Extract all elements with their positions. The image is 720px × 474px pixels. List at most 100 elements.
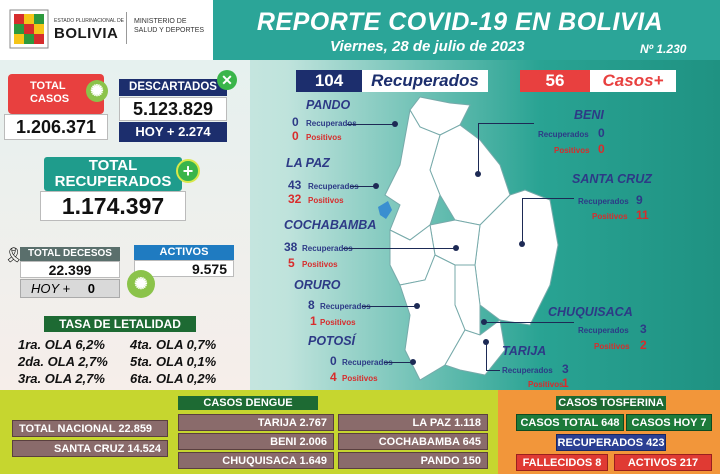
recuperados-label: Recuperados — [578, 197, 629, 206]
dept-pando-positivos: 0 — [292, 129, 299, 143]
ministry-line1: MINISTERIO DE — [134, 18, 187, 25]
dept-chuquisaca-positivos: 2 — [640, 338, 647, 352]
oruro-marker — [414, 303, 420, 309]
positivos-label: Positivos — [308, 196, 344, 205]
activos-value: 9.575 — [134, 260, 234, 277]
dengue-title: CASOS DENGUE — [178, 396, 318, 410]
tos-recuperados-value: 423 — [646, 437, 665, 449]
tos-fallecidos: FALLECIDOS 8 — [516, 454, 608, 471]
recuperados-label: Recuperados — [578, 326, 629, 335]
recuperados-label: Recuperados — [302, 244, 353, 253]
dept-potosi-recuperados: 0 — [330, 354, 337, 368]
positivos-label: Positivos — [320, 318, 356, 327]
tos-activos: ACTIVOS 217 — [614, 454, 712, 471]
bolivia-logo: ESTADO PLURINACIONAL DE BOLIVIA — [8, 8, 128, 54]
dept-beni-positivos: 0 — [598, 142, 605, 156]
total-recuperados-label: TOTAL RECUPERADOS — [44, 157, 182, 191]
beni-marker — [475, 171, 481, 177]
daily-casos-num: 56 — [520, 70, 590, 92]
dept-oruro-recuperados: 8 — [308, 298, 315, 312]
recuperados-label: Recuperados — [538, 130, 589, 139]
dept-beni-recuperados: 0 — [598, 126, 605, 140]
daily-recuperados-label: Recuperados — [362, 70, 488, 92]
dept-santacruz-name: SANTA CRUZ — [572, 172, 652, 186]
dengue-chuquisaca: CHUQUISACA 1.649 — [178, 452, 334, 469]
bolivia-map — [378, 96, 559, 381]
leader-line — [486, 370, 500, 371]
tos-hoy-label: CASOS HOY — [631, 417, 698, 429]
positivos-label: Positivos — [302, 260, 338, 269]
dept-lapaz-recuperados: 43 — [288, 178, 302, 192]
cochabamba-marker — [453, 245, 459, 251]
dengue-santa-cruz: SANTA CRUZ 14.524 — [12, 440, 168, 457]
positivos-label: Positivos — [528, 380, 564, 389]
leader-line — [478, 123, 534, 124]
dept-lapaz-positivos: 32 — [288, 192, 302, 206]
dept-oruro-name: ORURO — [294, 278, 341, 292]
report-number: Nº 1.230 — [640, 42, 687, 56]
leader-line — [347, 124, 394, 125]
daily-recuperados-num: 104 — [296, 70, 362, 92]
logo-line1: ESTADO PLURINACIONAL DE — [54, 18, 125, 24]
leader-line — [478, 123, 479, 173]
potosi-marker — [410, 359, 416, 365]
leader-line — [343, 248, 455, 249]
dept-potosi-name: POTOSÍ — [308, 334, 356, 348]
dengue-beni: BENI 2.006 — [178, 433, 334, 450]
tos-hoy-value: 7 — [700, 417, 707, 429]
header-banner — [213, 0, 720, 60]
virus-icon-2: ✺ — [127, 270, 155, 298]
dept-pando-name: PANDO — [306, 98, 351, 112]
mourning-ribbon-icon: 🎗 — [4, 247, 24, 264]
tos-total-value: 648 — [601, 417, 620, 429]
descartados-hoy: HOY + 2.274 — [119, 122, 227, 142]
activos-label: ACTIVOS — [134, 245, 234, 260]
letalidad-row: 2da. OLA 2,7% — [18, 354, 108, 369]
descartados-value: 5.123.829 — [119, 97, 227, 121]
tos-recuperados: RECUPERADOS 423 — [556, 434, 666, 451]
leader-line — [384, 362, 412, 363]
dept-tarija-recuperados: 3 — [562, 362, 569, 376]
positivos-label: Positivos — [342, 374, 378, 383]
letalidad-row: 3ra. OLA 2,7% — [18, 371, 105, 386]
dept-lapaz-name: LA PAZ — [286, 156, 330, 170]
lapaz-marker — [373, 183, 379, 189]
letalidad-col-a: 1ra. OLA 6,2% 2da. OLA 2,7% 3ra. OLA 2,7… — [18, 336, 108, 387]
lake-titicaca-icon — [378, 201, 392, 219]
dept-pando-recuperados: 0 — [292, 115, 299, 129]
total-casos-value: 1.206.371 — [4, 114, 108, 140]
logo-divider — [126, 12, 127, 44]
plus-icon: + — [176, 159, 200, 183]
pando-marker — [392, 121, 398, 127]
decesos-hoy-label: HOY + — [31, 281, 71, 296]
recuperados-label: Recuperados — [502, 366, 553, 375]
letalidad-row: 6ta. OLA 0,2% — [130, 371, 217, 386]
letalidad-col-b: 4ta. OLA 0,7% 5ta. OLA 0,1% 6ta. OLA 0,2… — [130, 336, 216, 387]
leader-line — [522, 198, 574, 199]
tos-total: CASOS TOTAL 648 — [516, 414, 624, 431]
dept-beni-name: BENI — [574, 108, 604, 122]
positivos-label: Positivos — [306, 133, 342, 142]
ministry-text: MINISTERIO DE SALUD Y DEPORTES — [134, 17, 204, 35]
letalidad-title: TASA DE LETALIDAD — [44, 316, 196, 332]
positivos-label: Positivos — [554, 146, 590, 155]
recuperados-label: Recuperados — [320, 302, 371, 311]
logo-line2: BOLIVIA — [54, 25, 119, 42]
page-title: REPORTE COVID-19 EN BOLIVIA — [256, 8, 664, 36]
dept-potosi-positivos: 4 — [330, 370, 337, 384]
dept-cochabamba-positivos: 5 — [288, 256, 295, 270]
tos-hoy: CASOS HOY 7 — [626, 414, 712, 431]
dept-tarija-name: TARIJA — [502, 344, 547, 358]
shield-emblem-icon — [9, 9, 49, 49]
tos-activos-label: ACTIVOS — [627, 457, 677, 469]
leader-line — [362, 306, 416, 307]
total-recuperados-label2: RECUPERADOS — [54, 173, 172, 190]
dept-oruro-positivos: 1 — [310, 314, 317, 328]
leader-line — [522, 198, 523, 243]
recuperados-label: Recuperados — [306, 119, 357, 128]
decesos-hoy-row: HOY + 0 — [20, 279, 120, 298]
dept-tarija-positivos: 1 — [562, 376, 569, 390]
close-check-icon: ✕ — [217, 70, 237, 90]
dengue-tarija: TARIJA 2.767 — [178, 414, 334, 431]
letalidad-row: 1ra. OLA 6,2% — [18, 337, 105, 352]
